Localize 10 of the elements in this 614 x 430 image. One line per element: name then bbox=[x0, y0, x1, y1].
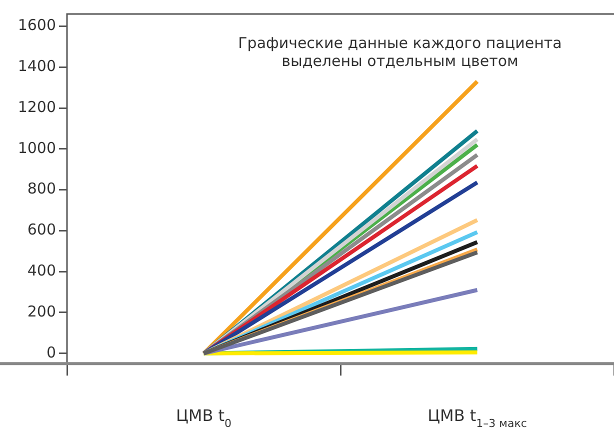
y-tick-label: 600 bbox=[27, 220, 56, 239]
y-tick-label: 1600 bbox=[18, 16, 56, 34]
y-tick-label: 800 bbox=[27, 180, 56, 198]
y-tick-label: 200 bbox=[27, 302, 56, 320]
y-tick-label: 1400 bbox=[18, 57, 56, 76]
y-tick-label: 0 bbox=[46, 343, 56, 362]
y-tick-label: 1200 bbox=[18, 98, 56, 116]
y-tick-label: 1000 bbox=[18, 138, 56, 157]
annotation: Графические данные каждого пациента выделены отдельным цветом bbox=[237, 34, 563, 70]
y-tick-label: 400 bbox=[27, 261, 56, 280]
